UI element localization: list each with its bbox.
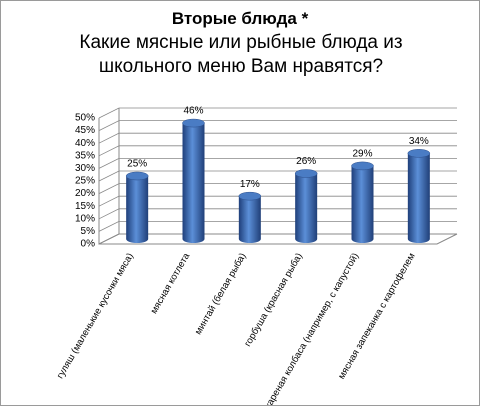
value-label: 29% — [352, 149, 372, 160]
grid-line — [98, 208, 457, 220]
grid-line — [98, 220, 457, 232]
bar-body — [295, 173, 318, 243]
value-label: 17% — [240, 179, 260, 190]
bar — [351, 161, 374, 243]
value-label: 25% — [127, 159, 147, 170]
bar-body — [238, 196, 261, 243]
bar-body — [351, 165, 374, 243]
bar-top — [351, 161, 374, 171]
y-tick-label: 15% — [75, 201, 95, 212]
grid-line — [98, 233, 457, 245]
x-tick-label: жареная колбаса (например, с капустой) — [262, 251, 362, 405]
bar-top — [125, 171, 149, 181]
grid-line — [98, 145, 457, 157]
bar-body — [126, 176, 149, 243]
grid-line — [98, 183, 457, 194]
bar-top — [294, 169, 318, 178]
bar-body — [407, 153, 430, 243]
bar — [125, 171, 149, 243]
bar-top — [182, 118, 205, 128]
side-wall — [98, 118, 120, 245]
y-tick-label: 40% — [75, 138, 95, 149]
x-tick-label: горбуша (красная рыба) — [242, 251, 305, 348]
grid-line — [98, 120, 457, 131]
floor — [99, 233, 458, 245]
value-label: 26% — [296, 156, 316, 167]
y-tick-label: 0% — [81, 239, 96, 250]
bar — [294, 169, 318, 243]
y-tick-label: 5% — [81, 226, 96, 237]
bar — [182, 118, 205, 243]
y-tick-label: 20% — [75, 188, 95, 199]
chart-subtitle: Какие мясные или рыбные блюда из школьно… — [79, 32, 403, 77]
x-tick-label: мясная котлета — [149, 251, 193, 316]
bar-top — [407, 149, 431, 158]
chart-title: Вторые блюда * — [171, 9, 309, 28]
y-tick-label: 35% — [75, 150, 95, 161]
x-tick-label: гуляш (маленькие кусочки мяса) — [55, 251, 136, 380]
y-tick-label: 25% — [75, 176, 95, 187]
bar — [407, 149, 431, 243]
bar-body — [182, 123, 205, 243]
value-label: 46% — [183, 106, 203, 117]
bar — [238, 191, 262, 243]
grid-line — [98, 107, 457, 119]
y-tick-label: 30% — [75, 163, 95, 174]
y-tick-label: 50% — [75, 113, 95, 124]
grid-line — [98, 132, 457, 144]
value-label: 34% — [409, 136, 429, 147]
y-tick-label: 45% — [75, 125, 95, 136]
y-tick-label: 10% — [75, 213, 95, 224]
bar-top — [238, 191, 262, 201]
x-tick-label: минтай (белая рыба) — [193, 251, 249, 337]
grid-line — [98, 195, 457, 207]
grid-line — [98, 170, 457, 182]
grid-line — [98, 157, 457, 169]
